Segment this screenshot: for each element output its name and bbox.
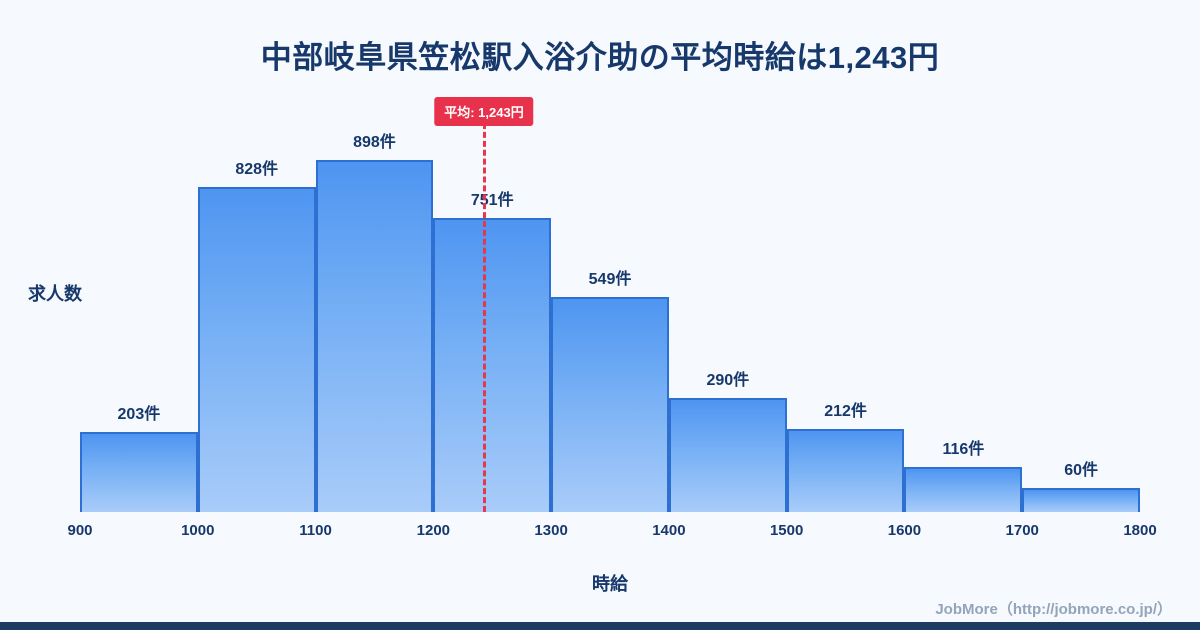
histogram-bar	[668, 398, 787, 512]
histogram-bar	[315, 160, 434, 512]
histogram-bin: 898件	[315, 95, 434, 512]
bar-value-label: 116件	[942, 440, 985, 458]
y-axis-label: 求人数	[28, 284, 82, 304]
average-line	[482, 123, 486, 512]
x-axis-ticks: 900 1000 1100 1200 1300 1400 1500 1600 1700 1800	[67, 522, 1156, 544]
bar-value-label: 828件	[235, 161, 279, 179]
average-badge: 平均: 1,243円	[434, 97, 534, 126]
histogram-bar	[80, 432, 198, 512]
histogram-bar	[433, 217, 552, 512]
x-tick-label: 1700	[1005, 522, 1039, 539]
histogram-bin: 60件	[1022, 95, 1141, 512]
histogram-bar	[904, 466, 1023, 512]
bottom-accent-strip	[0, 622, 1200, 630]
x-tick-label: 1600	[887, 522, 922, 539]
histogram-bin: 549件	[551, 95, 669, 512]
chart-plot-area: 203件 828件 898件 751件 549件 290件 212件 116件 60件 平均: …	[80, 95, 1141, 512]
histogram-bar	[1022, 488, 1141, 512]
bar-value-label: 212件	[824, 402, 867, 420]
bar-value-label: 60件	[1064, 462, 1099, 480]
bar-value-label: 751件	[470, 191, 514, 209]
histogram-bin: 203件	[80, 95, 198, 512]
bar-value-label: 290件	[706, 372, 750, 390]
x-tick-label: 1200	[416, 522, 451, 539]
histogram-bar	[197, 187, 316, 512]
histogram-bin: 828件	[197, 95, 316, 512]
histogram-bar	[786, 428, 905, 512]
histogram-bar	[551, 296, 669, 512]
chart-title: 中部岐阜県笠松駅入浴介助の平均時給は1,243円	[260, 40, 940, 75]
x-tick-label: 900	[67, 522, 93, 539]
bar-value-label: 898件	[353, 134, 396, 151]
x-tick-label: 1800	[1123, 522, 1157, 539]
x-axis-label: 時給	[592, 574, 628, 594]
histogram-bin: 751件	[433, 95, 552, 512]
x-tick-label: 1400	[652, 522, 686, 539]
x-tick-label: 1100	[299, 522, 332, 539]
x-tick-label: 1000	[181, 522, 215, 539]
bars: 203件 828件 898件 751件 549件 290件 212件 116件 60件	[80, 95, 1141, 512]
bar-value-label: 549件	[588, 270, 632, 288]
x-tick-label: 1500	[769, 522, 804, 539]
x-tick-label: 1300	[534, 522, 568, 539]
credit-text: JobMore（http://jobmore.co.jp/）	[935, 601, 1172, 618]
histogram-bin: 290件	[668, 95, 787, 512]
histogram-bin: 212件	[786, 95, 905, 512]
bar-value-label: 203件	[117, 406, 161, 424]
histogram-bin: 116件	[904, 95, 1023, 512]
